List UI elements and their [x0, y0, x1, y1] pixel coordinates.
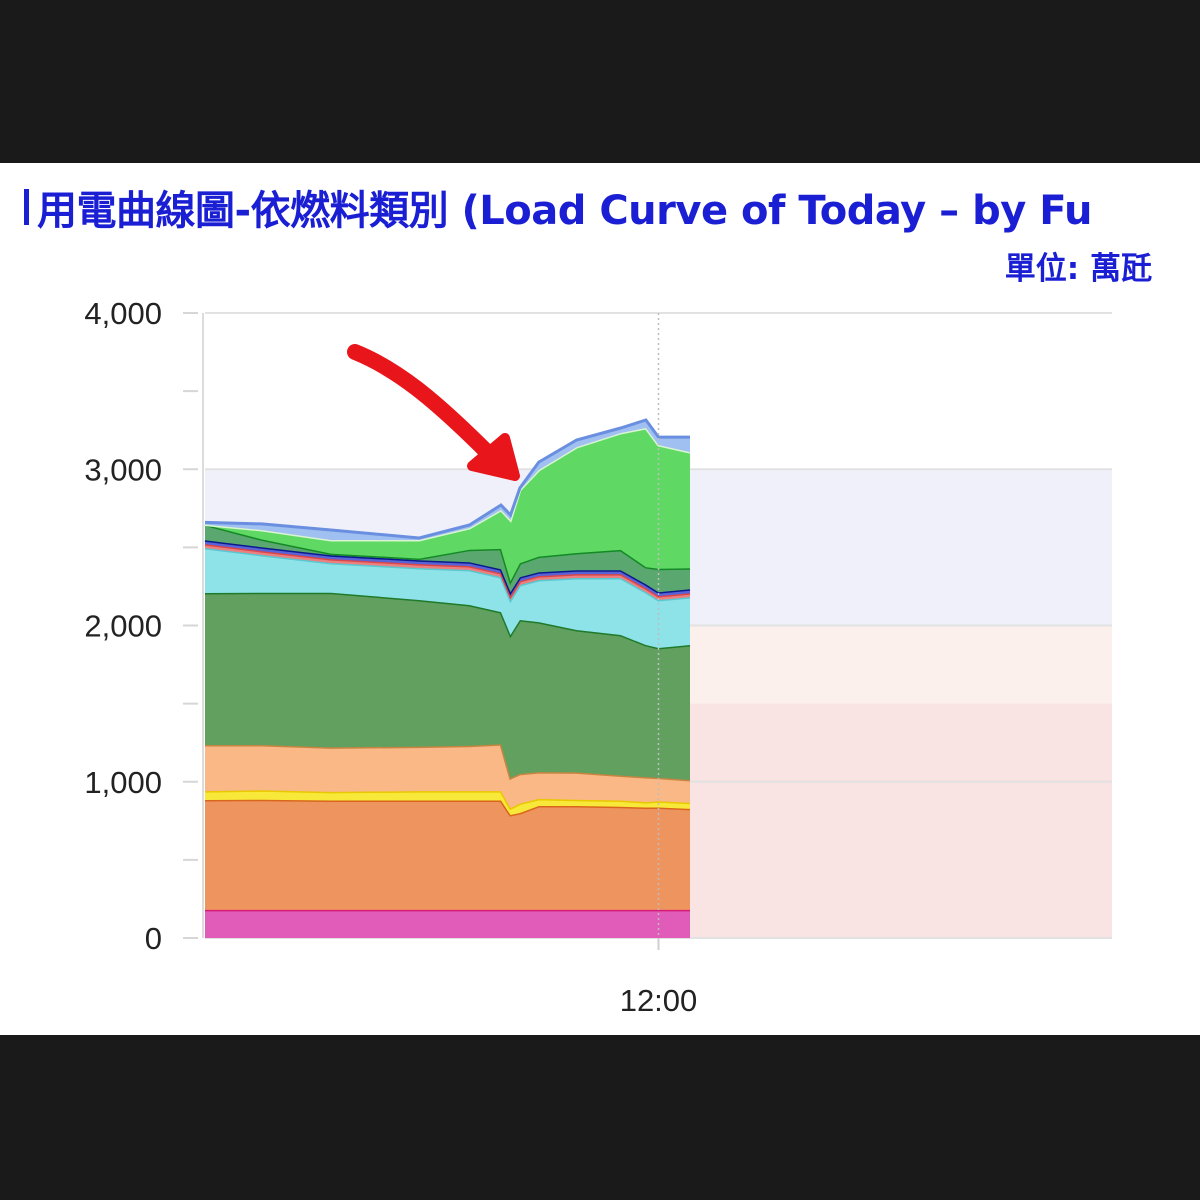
title-clipped-glyph	[24, 189, 29, 225]
unit-label: 單位: 萬瓩	[1004, 251, 1152, 287]
axes: 0 1,000 2,000 3,000 4,000 12:00	[84, 296, 697, 1018]
area-series-6	[205, 548, 690, 648]
area-series-3	[205, 790, 690, 815]
area-series-5	[205, 592, 690, 780]
y-tick-label: 0	[145, 921, 162, 956]
chart-title: 用電曲線圖-依燃料類別 (Load Curve of Today – by Fu	[24, 178, 1172, 238]
area-series-4	[205, 744, 690, 809]
area-series-1	[205, 909, 690, 938]
area-series-2	[205, 799, 690, 910]
area-series-10	[205, 428, 690, 582]
red-arrow-annotation	[347, 344, 520, 481]
area-series-9	[205, 524, 690, 593]
x-tick-label: 12:00	[620, 983, 698, 1018]
y-tick-label: 4,000	[84, 296, 162, 331]
y-tick-label: 3,000	[84, 452, 162, 487]
area-series-11	[205, 420, 690, 540]
y-tick-label: 1,000	[84, 765, 162, 800]
arrow-shaft	[347, 344, 498, 463]
chart-title-text: 用電曲線圖-依燃料類別 (Load Curve of Today – by Fu	[37, 188, 1093, 234]
arrow-head	[467, 433, 520, 481]
y-tick-label: 2,000	[84, 609, 162, 644]
stacked-areas	[204, 418, 691, 938]
area-series-11-line	[204, 418, 690, 540]
